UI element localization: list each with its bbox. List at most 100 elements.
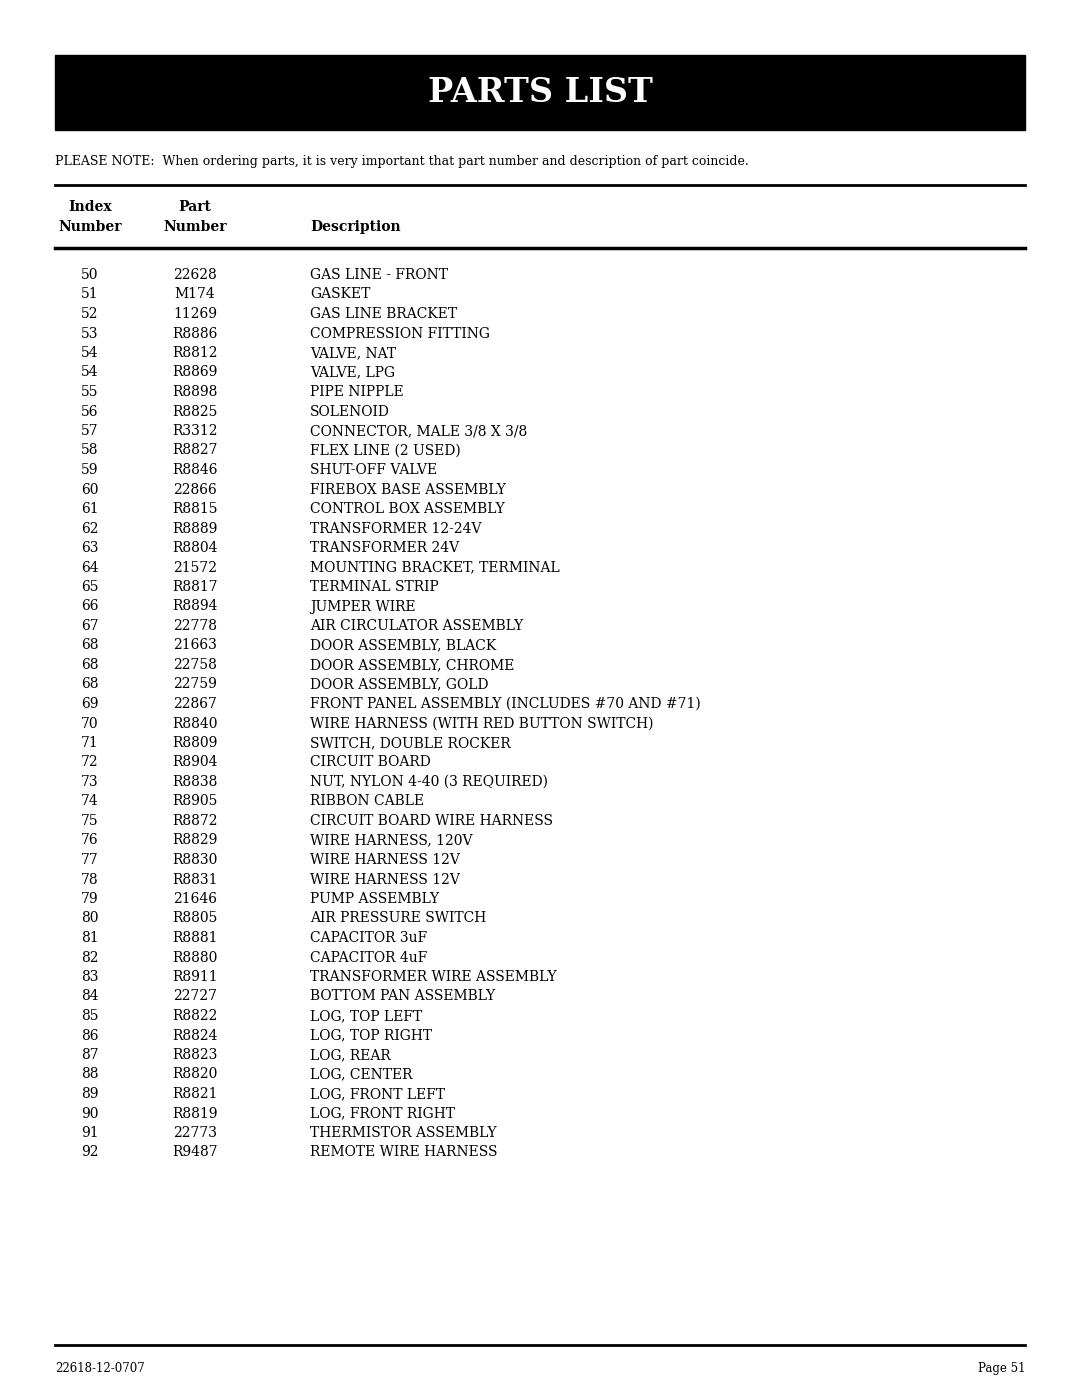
Text: 11269: 11269 <box>173 307 217 321</box>
Text: R8905: R8905 <box>173 795 218 809</box>
Text: R8881: R8881 <box>172 930 218 944</box>
Text: 54: 54 <box>81 346 98 360</box>
Text: R8831: R8831 <box>172 873 218 887</box>
Text: 68: 68 <box>81 678 98 692</box>
Text: REMOTE WIRE HARNESS: REMOTE WIRE HARNESS <box>310 1146 498 1160</box>
Text: WIRE HARNESS 12V: WIRE HARNESS 12V <box>310 873 460 887</box>
Text: COMPRESSION FITTING: COMPRESSION FITTING <box>310 327 490 341</box>
Text: 67: 67 <box>81 619 98 633</box>
Text: LOG, FRONT RIGHT: LOG, FRONT RIGHT <box>310 1106 455 1120</box>
Text: LOG, TOP RIGHT: LOG, TOP RIGHT <box>310 1028 432 1042</box>
Text: GAS LINE BRACKET: GAS LINE BRACKET <box>310 307 457 321</box>
Text: 60: 60 <box>81 482 98 496</box>
Text: PLEASE NOTE:  When ordering parts, it is very important that part number and des: PLEASE NOTE: When ordering parts, it is … <box>55 155 748 168</box>
Text: 22727: 22727 <box>173 989 217 1003</box>
Text: R8898: R8898 <box>173 386 218 400</box>
Text: 83: 83 <box>81 970 98 983</box>
Text: 22773: 22773 <box>173 1126 217 1140</box>
Text: GAS LINE - FRONT: GAS LINE - FRONT <box>310 268 448 282</box>
Text: 86: 86 <box>81 1028 98 1042</box>
Text: 21572: 21572 <box>173 560 217 574</box>
Text: R8829: R8829 <box>173 834 218 848</box>
Text: R8809: R8809 <box>173 736 218 750</box>
Text: R8889: R8889 <box>173 521 218 535</box>
Text: 68: 68 <box>81 658 98 672</box>
Text: VALVE, LPG: VALVE, LPG <box>310 366 395 380</box>
Text: R8805: R8805 <box>173 911 218 925</box>
Text: 50: 50 <box>81 268 98 282</box>
Text: 90: 90 <box>81 1106 98 1120</box>
Text: 63: 63 <box>81 541 98 555</box>
Text: 87: 87 <box>81 1048 98 1062</box>
Text: DOOR ASSEMBLY, GOLD: DOOR ASSEMBLY, GOLD <box>310 678 488 692</box>
Text: 74: 74 <box>81 795 99 809</box>
Text: TRANSFORMER 12-24V: TRANSFORMER 12-24V <box>310 521 482 535</box>
Text: R8894: R8894 <box>172 599 218 613</box>
Text: LOG, REAR: LOG, REAR <box>310 1048 391 1062</box>
Text: FLEX LINE (2 USED): FLEX LINE (2 USED) <box>310 443 461 457</box>
Text: WIRE HARNESS, 120V: WIRE HARNESS, 120V <box>310 834 473 848</box>
Text: R8817: R8817 <box>172 580 218 594</box>
Text: 84: 84 <box>81 989 98 1003</box>
Text: 82: 82 <box>81 950 98 964</box>
Text: GASKET: GASKET <box>310 288 370 302</box>
Text: R8822: R8822 <box>173 1009 218 1023</box>
Text: 22867: 22867 <box>173 697 217 711</box>
Text: 73: 73 <box>81 775 98 789</box>
Text: AIR PRESSURE SWITCH: AIR PRESSURE SWITCH <box>310 911 486 925</box>
Text: 91: 91 <box>81 1126 98 1140</box>
Text: Part: Part <box>178 200 212 214</box>
Text: R8821: R8821 <box>172 1087 218 1101</box>
Text: TRANSFORMER 24V: TRANSFORMER 24V <box>310 541 459 555</box>
Text: R8815: R8815 <box>172 502 218 515</box>
Text: 72: 72 <box>81 756 98 770</box>
Text: R8823: R8823 <box>173 1048 218 1062</box>
Text: Description: Description <box>310 219 401 235</box>
Text: R8904: R8904 <box>172 756 218 770</box>
Text: 21663: 21663 <box>173 638 217 652</box>
Text: PIPE NIPPLE: PIPE NIPPLE <box>310 386 404 400</box>
Text: SOLENOID: SOLENOID <box>310 405 390 419</box>
Text: WIRE HARNESS (WITH RED BUTTON SWITCH): WIRE HARNESS (WITH RED BUTTON SWITCH) <box>310 717 653 731</box>
Text: R8880: R8880 <box>173 950 218 964</box>
Text: 54: 54 <box>81 366 98 380</box>
Text: CONTROL BOX ASSEMBLY: CONTROL BOX ASSEMBLY <box>310 502 504 515</box>
Text: Number: Number <box>58 219 122 235</box>
Text: 22628: 22628 <box>173 268 217 282</box>
Text: R8869: R8869 <box>173 366 218 380</box>
Text: R8825: R8825 <box>173 405 218 419</box>
Text: CIRCUIT BOARD WIRE HARNESS: CIRCUIT BOARD WIRE HARNESS <box>310 814 553 828</box>
Text: R8820: R8820 <box>173 1067 218 1081</box>
Text: DOOR ASSEMBLY, BLACK: DOOR ASSEMBLY, BLACK <box>310 638 496 652</box>
Text: 70: 70 <box>81 717 98 731</box>
Text: SWITCH, DOUBLE ROCKER: SWITCH, DOUBLE ROCKER <box>310 736 511 750</box>
Text: 51: 51 <box>81 288 98 302</box>
Text: LOG, FRONT LEFT: LOG, FRONT LEFT <box>310 1087 445 1101</box>
Text: R8846: R8846 <box>172 462 218 476</box>
Text: LOG, CENTER: LOG, CENTER <box>310 1067 413 1081</box>
Text: 66: 66 <box>81 599 98 613</box>
Text: 21646: 21646 <box>173 893 217 907</box>
Text: LOG, TOP LEFT: LOG, TOP LEFT <box>310 1009 422 1023</box>
Text: 79: 79 <box>81 893 98 907</box>
Text: R8838: R8838 <box>173 775 218 789</box>
Text: 85: 85 <box>81 1009 98 1023</box>
Text: 59: 59 <box>81 462 98 476</box>
Text: R8911: R8911 <box>172 970 218 983</box>
Text: BOTTOM PAN ASSEMBLY: BOTTOM PAN ASSEMBLY <box>310 989 496 1003</box>
Text: 22866: 22866 <box>173 482 217 496</box>
Text: 58: 58 <box>81 443 98 457</box>
Text: 78: 78 <box>81 873 98 887</box>
Text: 69: 69 <box>81 697 98 711</box>
Text: CIRCUIT BOARD: CIRCUIT BOARD <box>310 756 431 770</box>
Text: MOUNTING BRACKET, TERMINAL: MOUNTING BRACKET, TERMINAL <box>310 560 559 574</box>
Text: 89: 89 <box>81 1087 98 1101</box>
Text: RIBBON CABLE: RIBBON CABLE <box>310 795 424 809</box>
Text: 22618-12-0707: 22618-12-0707 <box>55 1362 145 1375</box>
Text: CONNECTOR, MALE 3/8 X 3/8: CONNECTOR, MALE 3/8 X 3/8 <box>310 425 527 439</box>
Text: CAPACITOR 4uF: CAPACITOR 4uF <box>310 950 428 964</box>
Text: 56: 56 <box>81 405 98 419</box>
Text: R8824: R8824 <box>172 1028 218 1042</box>
Text: FIREBOX BASE ASSEMBLY: FIREBOX BASE ASSEMBLY <box>310 482 505 496</box>
Text: R8872: R8872 <box>172 814 218 828</box>
